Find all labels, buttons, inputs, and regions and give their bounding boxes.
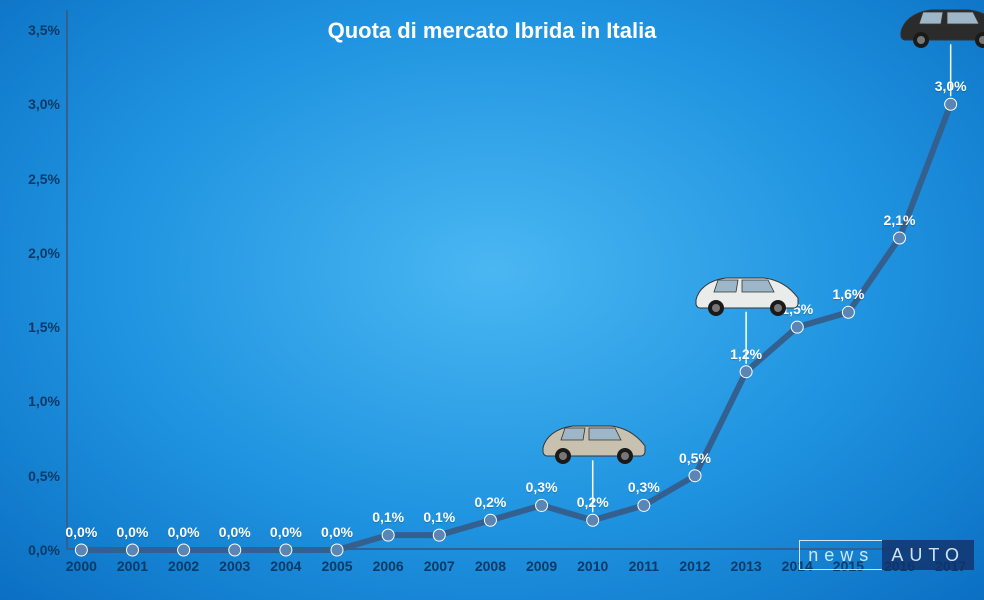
y-tick: 0,5% (10, 468, 60, 484)
x-tick: 2008 (475, 558, 506, 574)
x-tick: 2005 (321, 558, 352, 574)
data-point (331, 544, 343, 556)
car-2010-icon (533, 410, 653, 464)
data-point (791, 321, 803, 333)
data-label: 0,2% (474, 494, 506, 510)
y-tick: 2,5% (10, 171, 60, 187)
data-point (842, 306, 854, 318)
watermark-part1: news (799, 540, 883, 570)
data-label: 0,0% (219, 524, 251, 540)
y-tick: 2,0% (10, 245, 60, 261)
data-label: 1,6% (832, 286, 864, 302)
data-point (484, 514, 496, 526)
line-chart-svg (66, 10, 966, 550)
x-tick: 2002 (168, 558, 199, 574)
y-tick: 3,0% (10, 96, 60, 112)
x-tick: 2011 (629, 558, 659, 574)
data-label: 0,1% (423, 509, 455, 525)
y-tick: 1,5% (10, 319, 60, 335)
data-label: 2,1% (884, 212, 916, 228)
data-point (280, 544, 292, 556)
data-point (75, 544, 87, 556)
y-tick: 1,0% (10, 393, 60, 409)
car-2017-icon (891, 0, 984, 48)
data-point (433, 529, 445, 541)
data-point (536, 499, 548, 511)
data-point (894, 232, 906, 244)
x-tick: 2009 (526, 558, 557, 574)
watermark-part2: AUTO (882, 540, 974, 570)
y-tick: 3,5% (10, 22, 60, 38)
data-point (740, 366, 752, 378)
data-point (126, 544, 138, 556)
x-tick: 2003 (219, 558, 250, 574)
data-label: 0,0% (270, 524, 302, 540)
data-point (638, 499, 650, 511)
x-tick: 2006 (373, 558, 404, 574)
data-label: 0,2% (577, 494, 609, 510)
x-tick: 2004 (270, 558, 301, 574)
data-label: 0,0% (65, 524, 97, 540)
data-point (178, 544, 190, 556)
y-tick: 0,0% (10, 542, 60, 558)
data-point (689, 470, 701, 482)
plot-area: 0,0%0,5%1,0%1,5%2,0%2,5%3,0%3,5%20002001… (66, 10, 966, 550)
x-tick: 2007 (424, 558, 455, 574)
data-label: 3,0% (935, 78, 967, 94)
data-label: 0,3% (628, 479, 660, 495)
data-label: 0,0% (321, 524, 353, 540)
data-point (382, 529, 394, 541)
data-label: 0,1% (372, 509, 404, 525)
data-label: 0,3% (526, 479, 558, 495)
data-label: 0,0% (168, 524, 200, 540)
data-label: 0,5% (679, 450, 711, 466)
x-tick: 2010 (577, 558, 608, 574)
data-point (229, 544, 241, 556)
x-tick: 2013 (731, 558, 762, 574)
watermark: news AUTO (800, 540, 974, 570)
car-2013-icon (686, 262, 806, 316)
x-tick: 2001 (117, 558, 148, 574)
data-label: 1,2% (730, 346, 762, 362)
x-tick: 2012 (679, 558, 710, 574)
series-line (81, 104, 950, 550)
chart-container: Quota di mercato Ibrida in Italia 0,0%0,… (0, 0, 984, 600)
data-point (945, 98, 957, 110)
data-label: 0,0% (117, 524, 149, 540)
x-tick: 2000 (66, 558, 97, 574)
data-point (587, 514, 599, 526)
